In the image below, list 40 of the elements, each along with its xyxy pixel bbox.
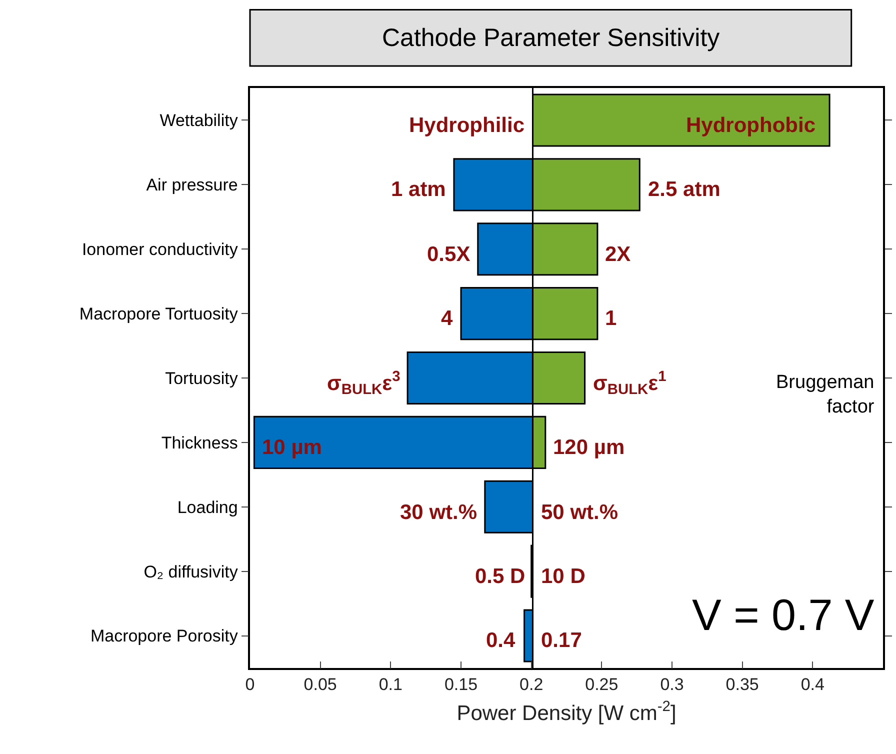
annotation: 0.5X <box>427 243 470 266</box>
y-tick-label: Tortuosity <box>165 368 238 388</box>
annotation: 0.5 D <box>475 565 526 588</box>
x-tick-label: 0.25 <box>585 675 618 694</box>
annotation: Hydrophilic <box>409 114 525 137</box>
annotation: 1 <box>605 307 617 330</box>
annotation: σ$_{BULK}$ε$^{1}$ <box>593 369 666 398</box>
x-tick-label: 0.05 <box>304 675 337 694</box>
annotation: 1 atm <box>391 178 446 201</box>
y-tick-label: Thickness <box>161 433 238 452</box>
annotation: 120 µm <box>553 436 625 459</box>
annotation: 0.4 <box>486 629 516 652</box>
x-tick-label: 0.35 <box>726 675 759 694</box>
x-tick-label: 0.4 <box>800 675 824 694</box>
annotation: 30 wt.% <box>400 501 478 524</box>
y-tick-label: Macropore Porosity <box>90 626 238 646</box>
chart-title: Cathode Parameter Sensitivity <box>382 24 720 52</box>
annotation: 4 <box>441 307 453 330</box>
annotation: V = 0.7 V <box>692 591 875 640</box>
x-tick-label: 0.1 <box>378 675 402 694</box>
x-tick-label: 0.15 <box>444 675 478 694</box>
y-tick-label: O₂ diffusivity <box>144 562 238 582</box>
x-tick-label: 0.3 <box>660 675 684 694</box>
annotation: 2.5 atm <box>648 178 720 201</box>
y-tick-label: Loading <box>177 498 238 517</box>
y-tick-label: Macropore Tortuosity <box>79 304 238 324</box>
x-tick-label: 0.2 <box>520 675 544 694</box>
annotation: 0.17 <box>541 629 582 652</box>
x-axis-title: Power Density [W cm$^{-2}$] <box>456 699 676 725</box>
annotation: 10 µm <box>262 436 322 459</box>
y-tick-label: Air pressure <box>146 176 238 195</box>
annotation: Hydrophobic <box>686 114 816 137</box>
annotation: σ$_{BULK}$ε$^{3}$ <box>327 369 400 398</box>
annotation: 50 wt.% <box>541 501 618 524</box>
annotation: 10 D <box>541 565 586 588</box>
x-tick-label: 0 <box>245 675 255 694</box>
y-tick-label: Wettability <box>160 111 238 130</box>
y-tick-label: Ionomer conductivity <box>82 240 238 260</box>
annotation: Bruggeman factor <box>776 372 875 418</box>
annotation: 2X <box>605 243 631 266</box>
